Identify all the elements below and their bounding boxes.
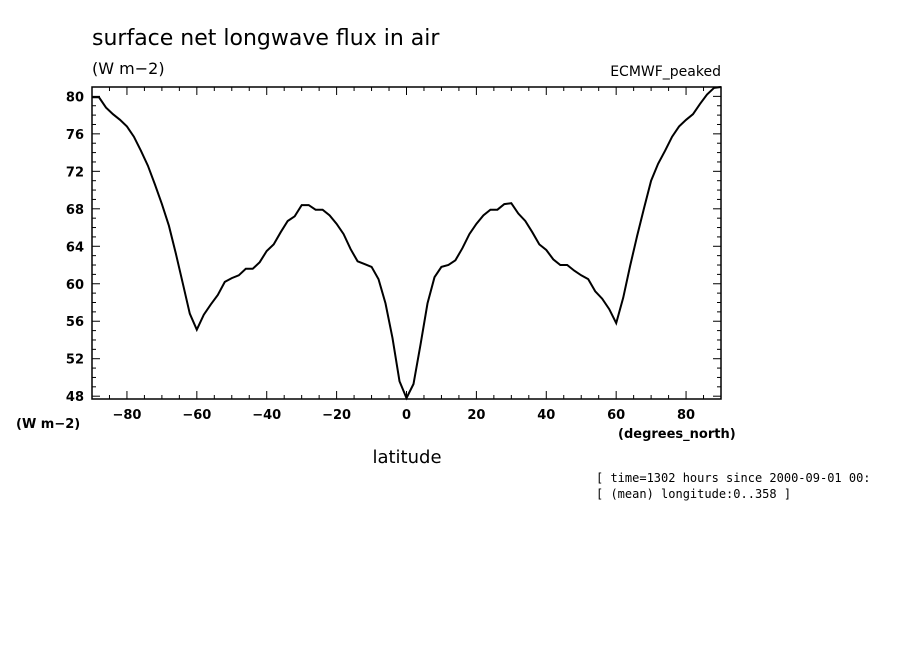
x-tick-label: −60 (182, 408, 211, 423)
series-line (92, 86, 722, 401)
x-axis-label: latitude (372, 447, 441, 468)
plot-frame (91, 86, 722, 400)
y-tick-label: 68 (66, 203, 84, 218)
x-tick-label: −40 (252, 408, 281, 423)
y-tick-label: 72 (66, 165, 84, 180)
x-tick-label: 80 (677, 408, 695, 423)
y-tick-label: 64 (66, 240, 84, 255)
x-tick-label: 0 (402, 408, 411, 423)
y-tick-label: 52 (66, 353, 84, 368)
x-tick-label: 40 (537, 408, 555, 423)
y-tick-label: 60 (66, 278, 84, 293)
x-tick-label: 20 (467, 408, 485, 423)
x-tick-label: −20 (322, 408, 351, 423)
dataset-label: ECMWF_peaked (610, 64, 721, 80)
chart-title: surface net longwave flux in air (92, 26, 440, 51)
x-axis: −80 −60 −40 −20 0 20 40 60 80 (91, 87, 722, 423)
x-axis-units: (degrees_north) (618, 427, 736, 442)
chart-units-top: (W m−2) (92, 59, 165, 78)
y-tick-label: 48 (66, 390, 84, 405)
y-tick-label: 76 (66, 128, 84, 143)
y-axis-label: (W m−2) (16, 417, 80, 432)
y-tick-label: 56 (66, 315, 84, 330)
time-note: [ time=1302 hours since 2000-09-01 00: (596, 471, 871, 485)
x-tick-label: −80 (112, 408, 141, 423)
y-tick-label: 80 (66, 90, 84, 105)
x-tick-label: 60 (607, 408, 625, 423)
y-axis: 48 52 56 60 64 68 72 76 80 (66, 86, 721, 405)
longitude-note: [ (mean) longitude:0..358 ] (596, 487, 791, 501)
